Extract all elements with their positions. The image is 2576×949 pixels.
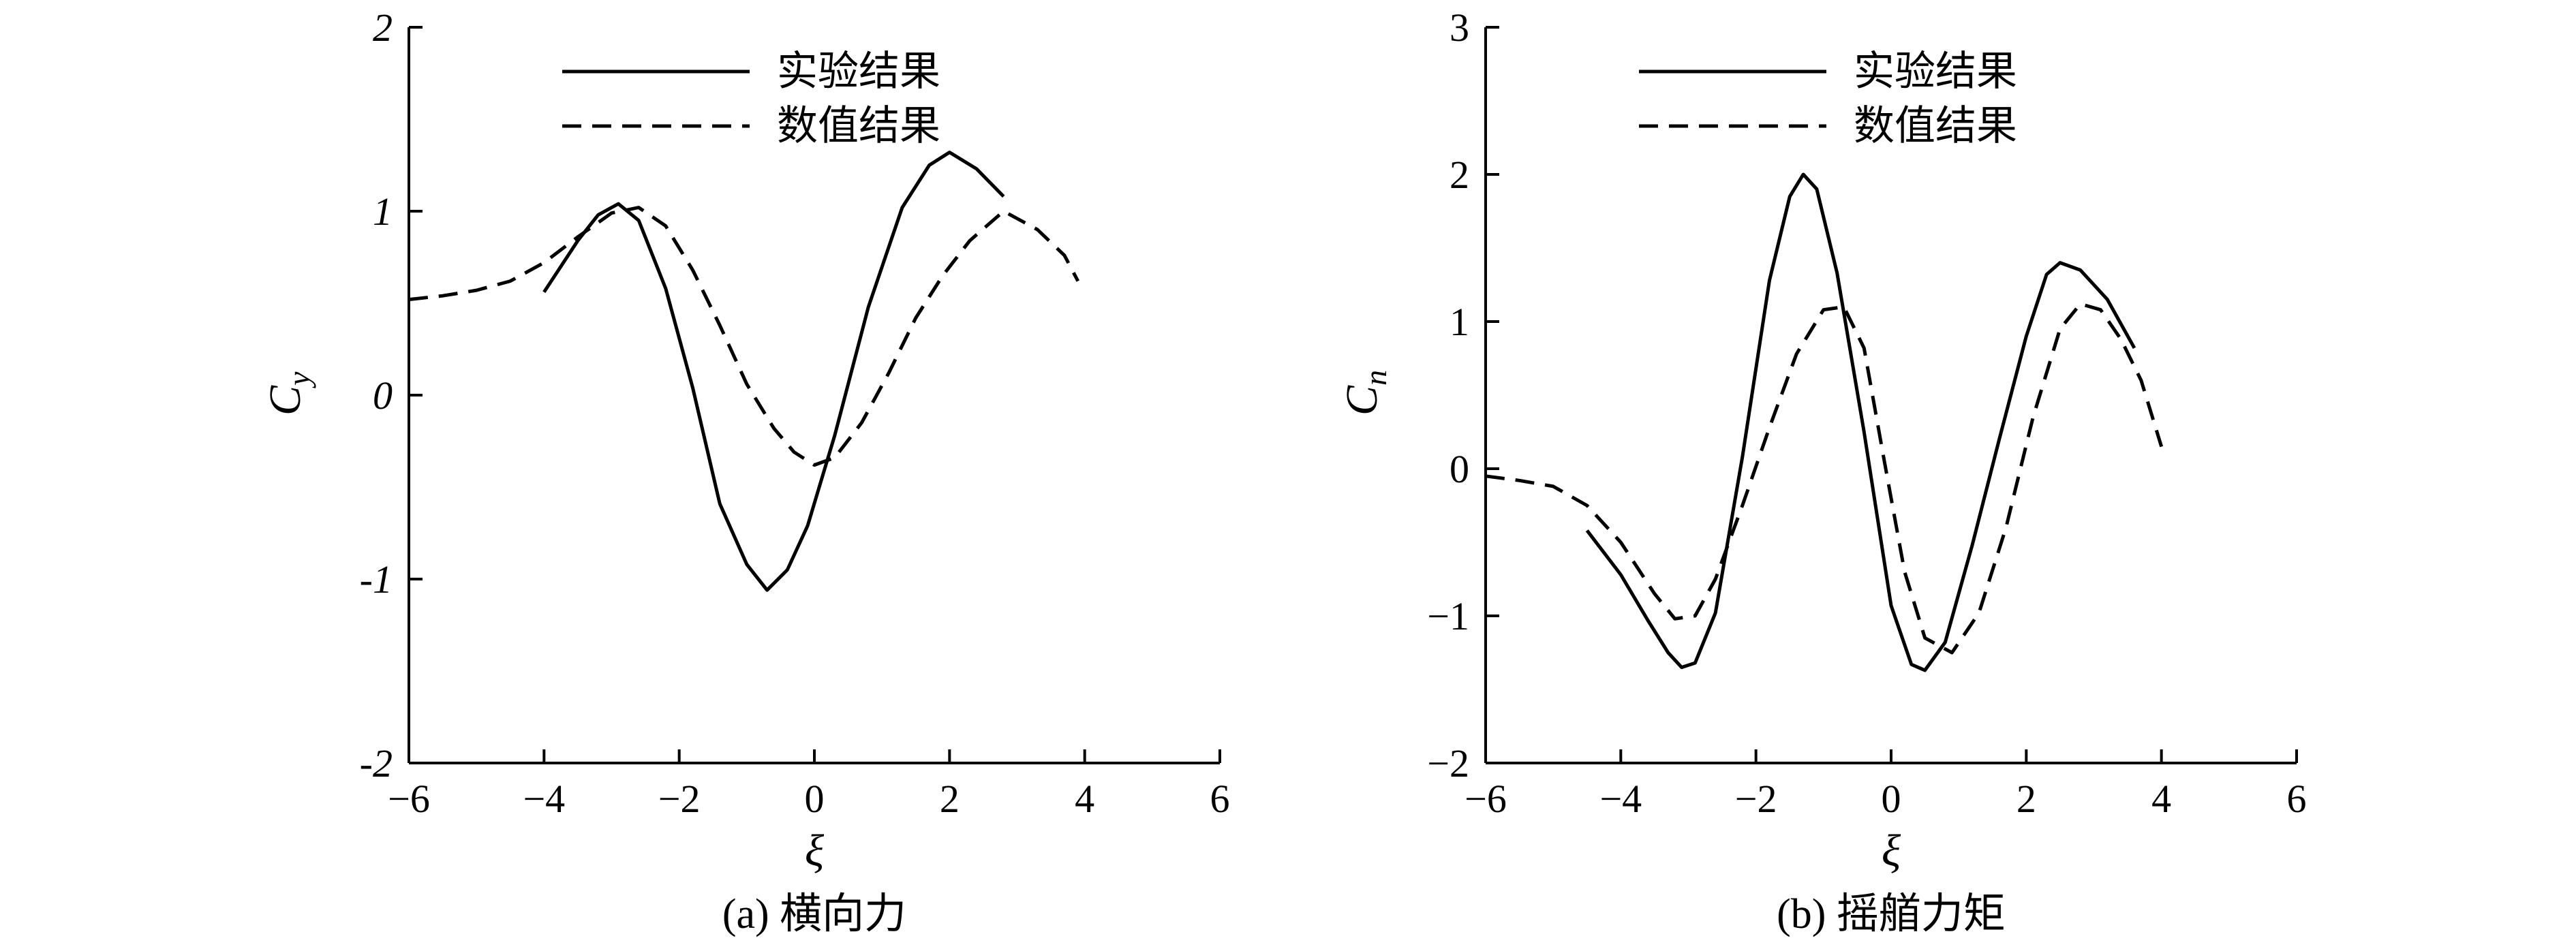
y-tick-label: −1 xyxy=(1427,594,1469,638)
x-tick-label: −2 xyxy=(1735,777,1777,821)
x-tick-label: −4 xyxy=(523,777,565,821)
x-tick-label: 6 xyxy=(1210,777,1230,821)
series-line-experimental xyxy=(542,151,1005,592)
y-tick-label: 0 xyxy=(1450,447,1469,491)
y-tick-label: 2 xyxy=(1450,153,1469,197)
x-tick-label: 4 xyxy=(1075,777,1094,821)
series-line-experimental xyxy=(1585,172,2136,672)
y-tick-label: 1 xyxy=(373,189,393,234)
panel-caption: (b) 摇艏力矩 xyxy=(1777,891,2006,937)
x-tick-label: 4 xyxy=(2151,777,2171,821)
x-axis-label: ξ xyxy=(805,826,825,875)
x-tick-label: 2 xyxy=(2017,777,2036,821)
legend-label: 实验结果 xyxy=(777,48,940,95)
y-axis-label-subscript: y xyxy=(281,371,316,388)
x-tick-label: −6 xyxy=(388,777,430,821)
legend-label: 数值结果 xyxy=(1854,102,2017,150)
series-line-numerical xyxy=(408,206,1080,467)
y-tick-label: −2 xyxy=(1427,741,1469,785)
x-axis-label: ξ xyxy=(1882,826,1901,875)
y-tick-label: 1 xyxy=(1450,300,1469,344)
legend-label: 实验结果 xyxy=(1854,48,2017,95)
y-tick-label: -1 xyxy=(360,557,393,602)
y-axis-label: Cy xyxy=(260,371,316,416)
y-tick-label: 3 xyxy=(1450,5,1469,50)
y-tick-label: 2 xyxy=(373,5,393,50)
x-tick-label: −4 xyxy=(1599,777,1642,821)
series-line-numerical xyxy=(1485,302,2164,655)
x-tick-label: 2 xyxy=(940,777,960,821)
x-tick-label: 0 xyxy=(1882,777,1901,821)
x-tick-label: −6 xyxy=(1465,777,1507,821)
panel-caption: (a) 横向力 xyxy=(722,891,906,937)
y-axis-label-subscript: n xyxy=(1358,370,1393,386)
legend-label: 数值结果 xyxy=(777,102,940,150)
y-tick-label: 0 xyxy=(373,373,393,418)
x-tick-label: 6 xyxy=(2287,777,2307,821)
x-tick-label: 0 xyxy=(805,777,825,821)
y-tick-label: -2 xyxy=(360,741,393,785)
y-axis-label: Cn xyxy=(1337,370,1393,416)
x-tick-label: −2 xyxy=(658,777,701,821)
